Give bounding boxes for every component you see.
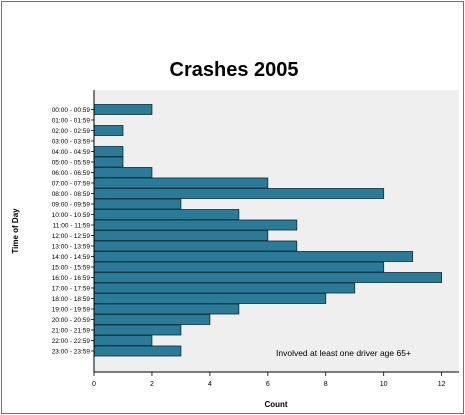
y-tick-label: 07:00 - 07:59 xyxy=(52,180,91,187)
bar xyxy=(93,282,356,294)
y-tick-label: 19:00 - 19:59 xyxy=(52,306,91,313)
y-tick-label: 12:00 - 12:59 xyxy=(52,233,91,240)
y-tick-label: 05:00 - 05:59 xyxy=(52,159,91,166)
x-tick-label: 4 xyxy=(208,381,212,388)
y-tick-label: 06:00 - 06:59 xyxy=(52,170,91,177)
bar xyxy=(93,230,269,241)
x-axis-title: Count xyxy=(264,400,287,409)
y-tick-label: 10:00 - 10:59 xyxy=(52,212,91,219)
y-tick-label: 13:00 - 13:59 xyxy=(52,243,91,250)
y-tick-label: 09:00 - 09:59 xyxy=(52,201,91,208)
bar xyxy=(93,303,240,315)
y-tick-label: 22:00 - 22:59 xyxy=(52,338,91,345)
y-ticks-group: 00:00 - 00:59 01:00 - 01:59 02:00 - 02:59 0… xyxy=(52,107,94,355)
y-tick-label: 14:00 - 14:59 xyxy=(52,254,91,261)
bar xyxy=(93,240,298,252)
y-tick-label: 18:00 - 18:59 xyxy=(52,296,91,303)
bar xyxy=(93,272,443,283)
bar xyxy=(93,251,414,262)
bar xyxy=(93,345,182,357)
y-axis-title: Time of Day xyxy=(11,208,20,254)
bar xyxy=(93,156,124,168)
bar xyxy=(93,219,298,231)
bar xyxy=(93,125,124,136)
bar xyxy=(93,146,124,157)
bar xyxy=(93,104,153,115)
y-tick-label: 03:00 - 03:59 xyxy=(52,138,91,145)
y-tick-label: 16:00 - 16:59 xyxy=(52,275,91,282)
y-tick-label: 23:00 - 23:59 xyxy=(52,348,91,355)
bar xyxy=(93,293,327,304)
bar xyxy=(93,188,385,199)
bar xyxy=(93,261,385,273)
y-tick-label: 02:00 - 02:59 xyxy=(52,128,91,135)
bar xyxy=(93,167,153,178)
y-tick-label: 20:00 - 20:59 xyxy=(52,317,91,324)
x-ticks-group: 0 2 4 6 8 10 12 xyxy=(92,372,446,388)
x-tick-label: 10 xyxy=(380,381,388,388)
bar xyxy=(93,209,240,220)
y-tick-label: 21:00 - 21:59 xyxy=(52,327,91,334)
chart-annotation: Involved at least one driver age 65+ xyxy=(276,348,411,358)
bars-group xyxy=(93,104,443,357)
bar xyxy=(93,324,182,336)
y-tick-label: 00:00 - 00:59 xyxy=(52,107,91,114)
bar xyxy=(93,198,182,210)
y-tick-label: 15:00 - 15:59 xyxy=(52,264,91,271)
x-tick-label: 8 xyxy=(324,381,328,388)
y-tick-label: 08:00 - 08:59 xyxy=(52,191,91,198)
bar xyxy=(93,314,211,325)
y-tick-label: 04:00 - 04:59 xyxy=(52,149,91,156)
x-tick-label: 6 xyxy=(266,381,270,388)
y-tick-label: 11:00 - 11:59 xyxy=(53,222,91,229)
chart-title: Crashes 2005 xyxy=(170,59,299,81)
y-tick-label: 17:00 - 17:59 xyxy=(52,285,91,292)
x-tick-label: 2 xyxy=(150,381,154,388)
y-tick-label: 01:00 - 01:59 xyxy=(52,117,91,124)
bar xyxy=(93,177,269,189)
x-tick-label: 0 xyxy=(92,381,96,388)
x-tick-label: 12 xyxy=(438,381,446,388)
bar xyxy=(93,335,153,346)
